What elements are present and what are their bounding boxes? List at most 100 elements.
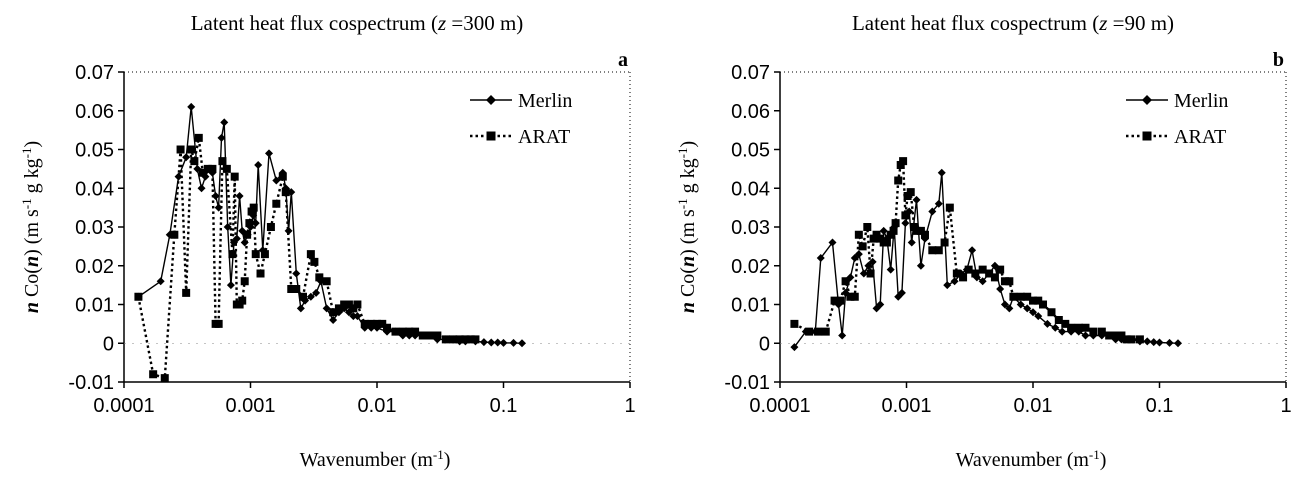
- data-point-marker: [334, 304, 343, 313]
- y-tick-label: 0.06: [75, 101, 114, 123]
- data-point-marker: [214, 319, 223, 328]
- chart-title: Latent heat flux cospectrum (z =90 m): [852, 11, 1174, 35]
- data-point-marker: [391, 327, 400, 336]
- data-point-marker: [1051, 323, 1060, 332]
- data-point-marker: [214, 203, 223, 212]
- data-point-marker: [971, 269, 980, 278]
- y-tick-label: 0.01: [731, 295, 770, 317]
- data-point-marker: [187, 102, 196, 111]
- legend-marker-merlin: [1142, 95, 1152, 105]
- x-tick-label: 0.01: [358, 395, 397, 417]
- data-point-marker: [950, 277, 959, 286]
- data-point-marker: [322, 277, 331, 286]
- data-point-marker: [156, 277, 165, 286]
- data-point-marker: [349, 312, 358, 321]
- data-point-marker: [1117, 331, 1126, 340]
- data-point-marker: [978, 265, 987, 274]
- data-point-marker: [134, 292, 143, 301]
- data-point-marker: [912, 195, 921, 204]
- data-point-marker: [238, 296, 247, 305]
- data-point-marker: [340, 300, 349, 309]
- data-point-marker: [160, 374, 169, 383]
- data-point-marker: [821, 327, 830, 336]
- data-point-marker: [1034, 312, 1043, 321]
- data-point-marker: [245, 219, 254, 228]
- data-point-marker: [360, 319, 369, 328]
- data-point-marker: [176, 145, 185, 154]
- data-point-marker: [383, 323, 392, 332]
- data-point-marker: [373, 319, 381, 328]
- data-point-marker: [517, 339, 526, 348]
- data-point-marker: [1097, 327, 1106, 336]
- data-point-marker: [906, 188, 915, 197]
- data-point-marker: [1023, 292, 1032, 301]
- x-tick-label: 0.1: [1146, 395, 1174, 417]
- data-point-marker: [943, 281, 952, 290]
- data-point-marker: [349, 304, 358, 313]
- data-point-marker: [928, 246, 937, 255]
- y-axis-label: n Co(n) (m s-1 g kg-1): [19, 141, 44, 313]
- x-tick-label: 0.001: [881, 395, 931, 417]
- data-point-marker: [920, 230, 929, 239]
- data-point-marker: [509, 338, 518, 347]
- data-point-marker: [928, 207, 937, 216]
- data-point-marker: [256, 269, 265, 278]
- data-point-marker: [306, 250, 315, 259]
- data-point-marker: [312, 288, 321, 297]
- x-axis-label: Wavenumber (m-1): [956, 447, 1107, 472]
- data-point-marker: [264, 149, 273, 158]
- data-point-marker: [251, 250, 260, 259]
- data-point-marker: [182, 153, 191, 162]
- data-point-marker: [897, 288, 906, 297]
- data-point-marker: [461, 335, 470, 344]
- chart-title: Latent heat flux cospectrum (z =300 m): [191, 11, 524, 35]
- data-point-marker: [899, 157, 908, 166]
- legend-marker-arat: [1142, 131, 1152, 141]
- y-tick-label: -0.01: [68, 372, 114, 394]
- data-point-marker: [235, 192, 244, 200]
- data-point-marker: [322, 304, 331, 313]
- data-point-marker: [901, 211, 910, 220]
- series-line: [138, 106, 523, 344]
- y-tick-label: 0.06: [731, 101, 770, 123]
- data-point-marker: [934, 246, 943, 255]
- data-point-marker: [405, 327, 414, 336]
- data-point-marker: [1143, 337, 1152, 346]
- data-point-marker: [466, 335, 475, 344]
- data-point-marker: [1074, 323, 1083, 332]
- data-point-marker: [226, 281, 235, 290]
- series-line: [793, 172, 1179, 348]
- data-point-marker: [287, 285, 296, 293]
- chart-a-svg: Latent heat flux cospectrum (z =300 m) a -…: [19, 11, 636, 472]
- y-tick-label: 0.02: [731, 256, 770, 278]
- y-tick-label: 0.04: [731, 178, 770, 200]
- data-point-marker: [891, 219, 900, 228]
- data-point-marker: [230, 172, 239, 181]
- legend-label-merlin: Merlin: [518, 90, 572, 112]
- data-point-marker: [194, 133, 203, 142]
- data-point-marker: [315, 273, 324, 282]
- y-tick-label: 0.07: [731, 62, 770, 84]
- data-point-marker: [187, 145, 196, 154]
- data-point-marker: [805, 327, 814, 336]
- data-point-marker: [876, 300, 885, 309]
- legend-marker-merlin: [486, 95, 496, 105]
- data-point-marker: [367, 319, 376, 328]
- data-point-marker: [353, 312, 362, 321]
- data-point-marker: [298, 292, 307, 301]
- data-point-marker: [329, 316, 338, 324]
- x-axis-label: Wavenumber (m-1): [300, 447, 451, 472]
- data-point-marker: [1155, 338, 1164, 347]
- data-point-marker: [208, 164, 217, 173]
- y-tick-label: 0.05: [75, 140, 114, 162]
- data-point-marker: [411, 327, 420, 336]
- chart-b-svg: Latent heat flux cospectrum (z =90 m) b -0…: [675, 11, 1292, 472]
- data-point-marker: [272, 176, 281, 185]
- series-merlin: [790, 168, 1182, 352]
- data-point-marker: [182, 288, 191, 297]
- data-point-marker: [296, 304, 305, 313]
- data-point-marker: [1127, 335, 1136, 344]
- data-point-marker: [344, 300, 353, 309]
- data-point-marker: [1067, 323, 1076, 332]
- data-point-marker: [846, 292, 855, 301]
